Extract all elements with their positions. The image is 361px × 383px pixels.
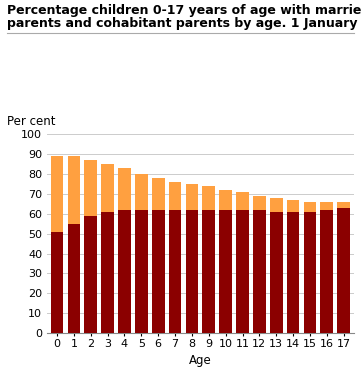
Bar: [118, 168, 131, 210]
Bar: [84, 160, 97, 216]
Bar: [337, 208, 350, 333]
Bar: [253, 210, 266, 333]
Bar: [186, 210, 198, 333]
Text: Percentage children 0-17 years of age with married: Percentage children 0-17 years of age wi…: [7, 4, 361, 17]
Bar: [287, 212, 299, 333]
Bar: [101, 164, 114, 212]
Bar: [219, 190, 232, 210]
Bar: [270, 198, 283, 212]
Bar: [203, 210, 215, 333]
Bar: [68, 224, 80, 333]
Bar: [236, 192, 249, 210]
Bar: [101, 212, 114, 333]
Bar: [169, 182, 181, 210]
Bar: [321, 202, 333, 210]
Bar: [321, 210, 333, 333]
Bar: [118, 210, 131, 333]
Bar: [68, 156, 80, 224]
Bar: [135, 210, 148, 333]
Bar: [84, 216, 97, 333]
Bar: [253, 196, 266, 210]
Bar: [169, 210, 181, 333]
X-axis label: Age: Age: [189, 354, 212, 367]
Bar: [219, 210, 232, 333]
Text: Per cent: Per cent: [7, 115, 56, 128]
Bar: [304, 202, 316, 212]
Bar: [304, 212, 316, 333]
Bar: [152, 178, 165, 210]
Bar: [203, 186, 215, 210]
Bar: [135, 174, 148, 210]
Bar: [236, 210, 249, 333]
Bar: [337, 202, 350, 208]
Bar: [270, 212, 283, 333]
Bar: [51, 232, 64, 333]
Bar: [51, 156, 64, 232]
Text: parents and cohabitant parents by age. 1 January 2004: parents and cohabitant parents by age. 1…: [7, 17, 361, 30]
Bar: [152, 210, 165, 333]
Bar: [186, 184, 198, 210]
Bar: [287, 200, 299, 212]
